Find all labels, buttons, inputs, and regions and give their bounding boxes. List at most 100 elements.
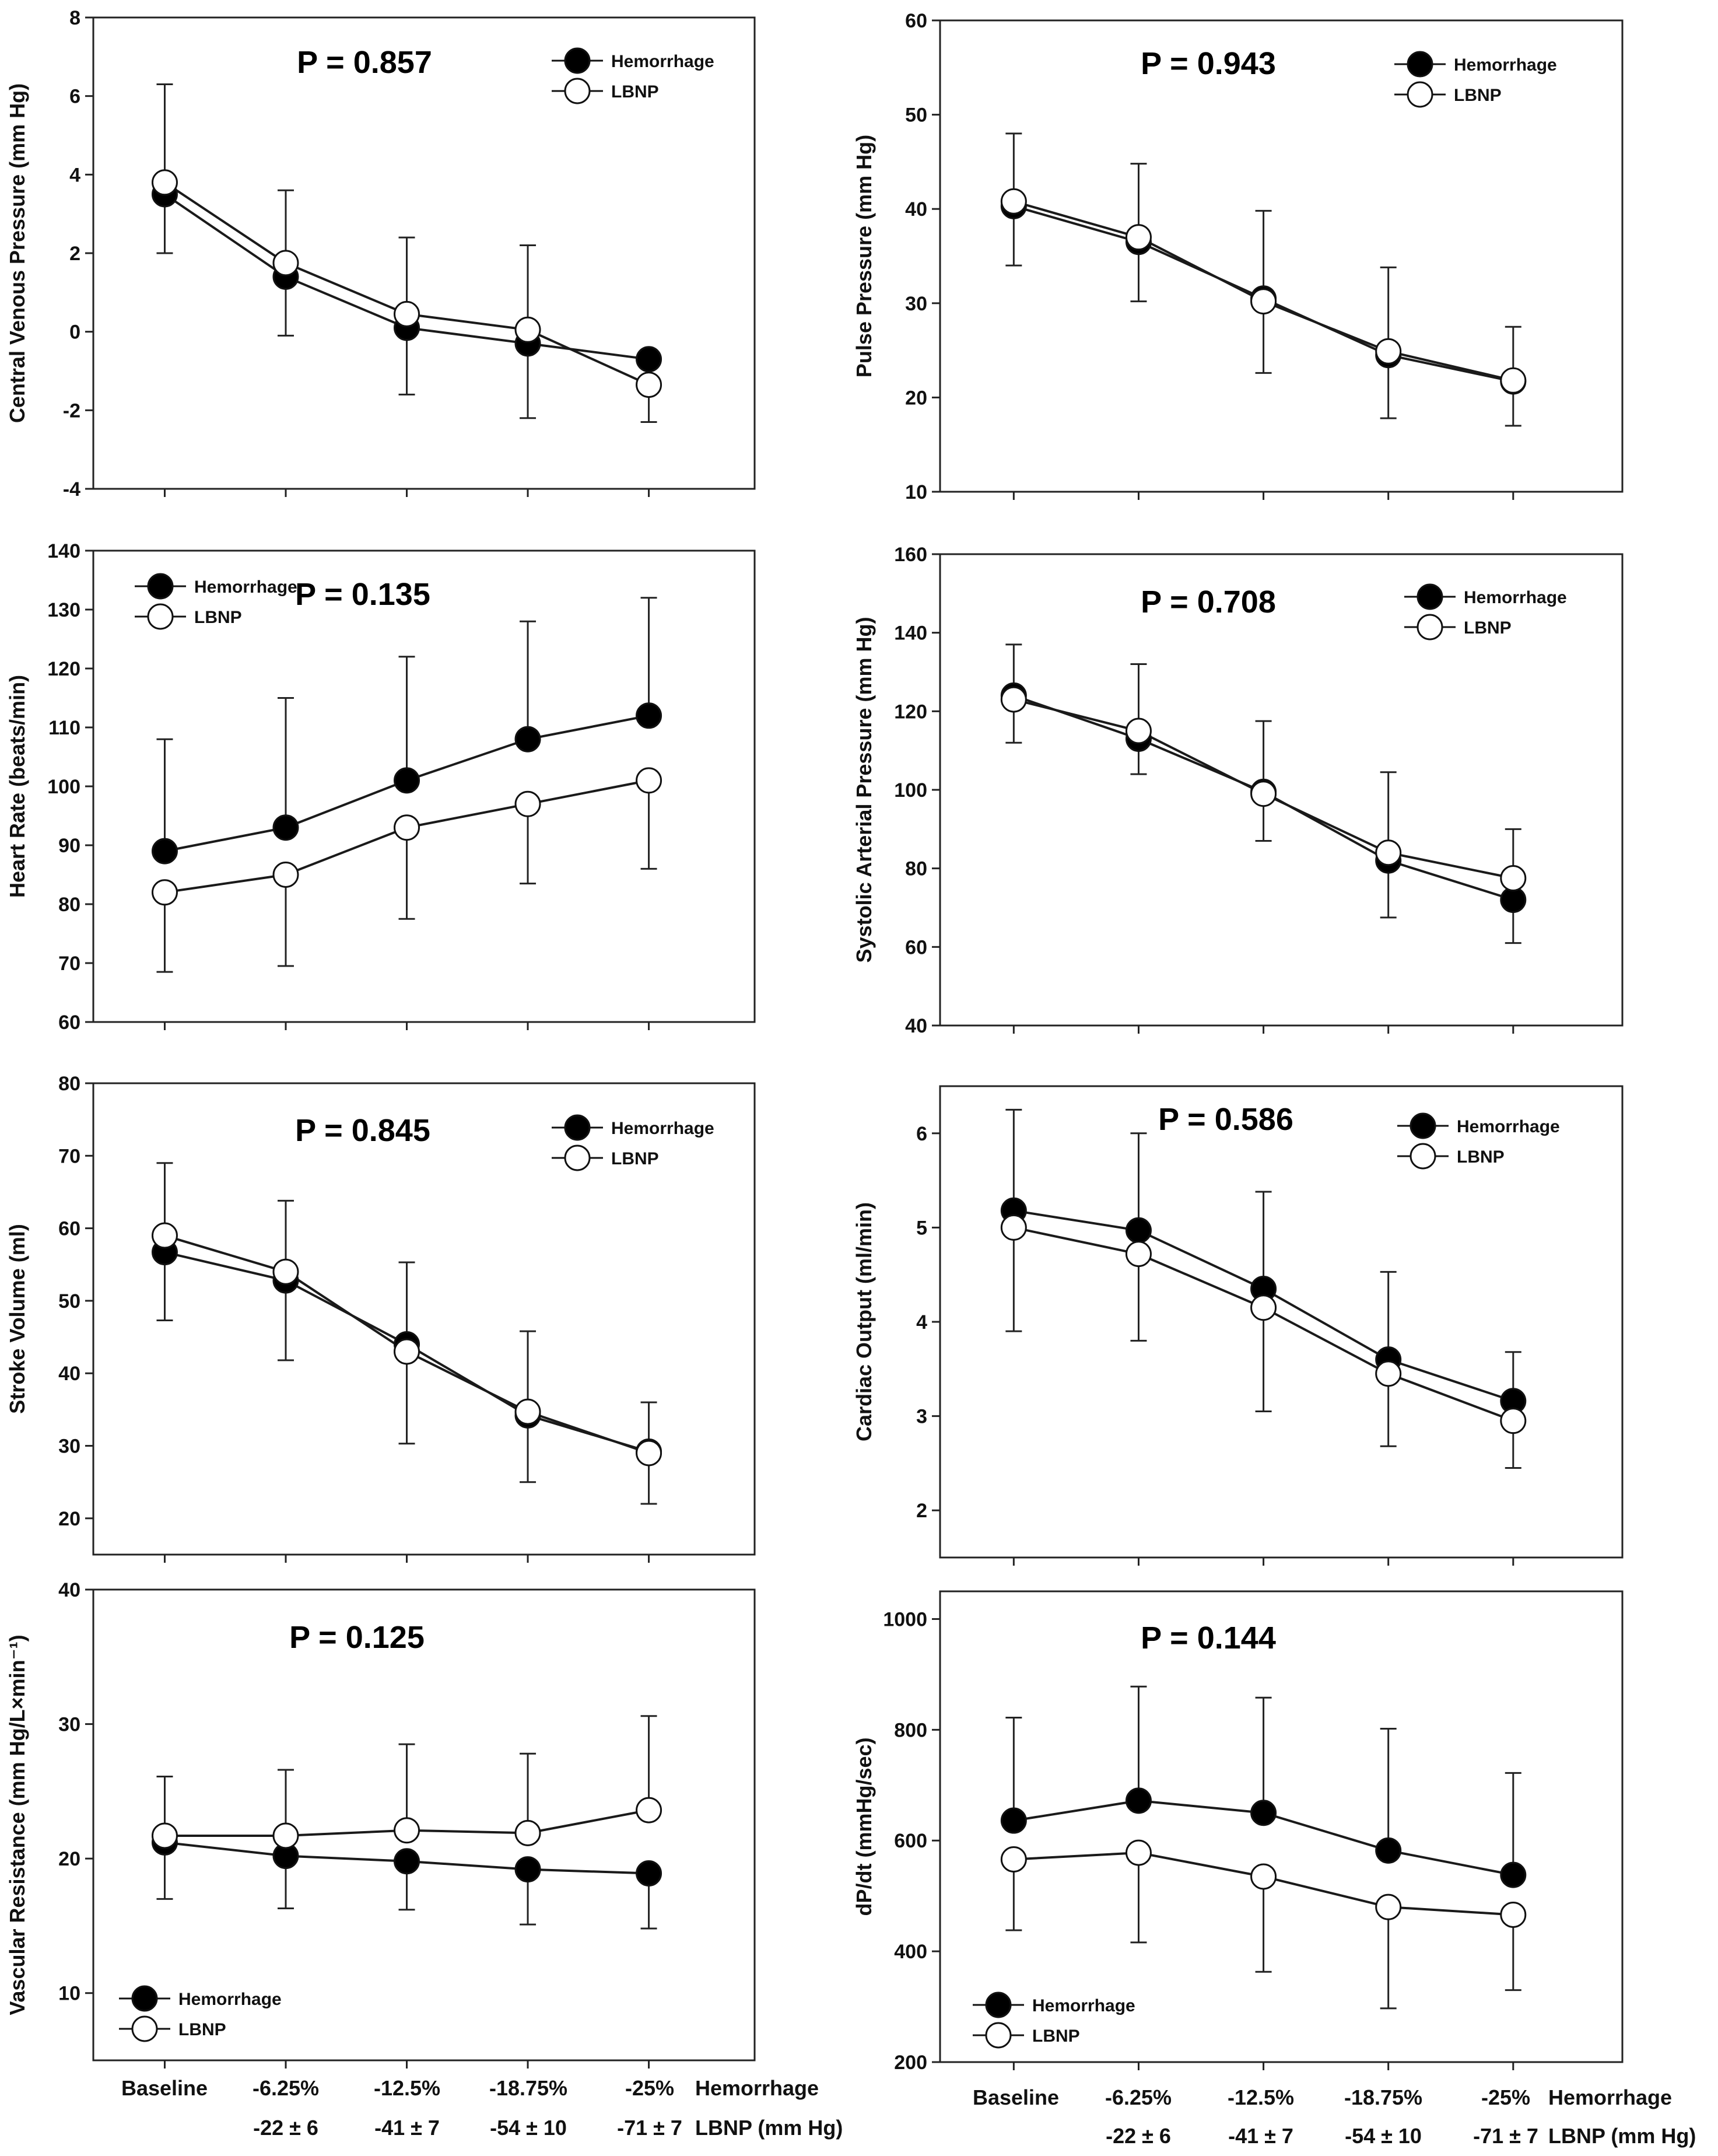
p-value-label: P = 0.125 [289,1620,425,1655]
x-title-hemorrhage-right: Hemorrhage [1548,2085,1672,2109]
legend-marker [131,1985,158,2012]
data-point-lbnp [1250,1294,1277,1321]
data-point-lbnp [514,1398,541,1425]
y-tick-label: 600 [894,1830,927,1852]
legend: Hemorrhage LBNP [1404,583,1567,640]
y-tick-label: 20 [58,1848,80,1870]
data-point-lbnp [1125,1839,1152,1866]
y-tick-label: 110 [48,717,80,739]
legend-marker [147,603,174,630]
y-tick-label: 20 [905,387,927,409]
plot-frame [92,1588,756,2062]
data-point-lbnp [514,316,541,343]
y-tick-label: 3 [916,1406,927,1428]
x-label-lbnp-54-left: -54 ± 10 [490,2116,567,2140]
x-label-lbnp-22-left: -22 ± 6 [253,2116,318,2140]
data-point-lbnp [394,300,420,327]
legend-marker [1417,583,1443,610]
x-title-lbnp-left: LBNP (mm Hg) [695,2116,843,2140]
x-label-lbnp-71-right: -71 ± 7 [1473,2124,1538,2148]
chart-panel-4: 40 60 80 100 120 140 160 Systolic Arterial Pres… [852,544,1624,1037]
y-tick-label: 4 [69,164,80,186]
legend-marker [564,1114,591,1141]
legend-label: Hemorrhage [1454,55,1557,75]
y-tick-label: 70 [58,953,80,975]
data-point-lbnp [636,1797,662,1824]
data-point-lbnp [394,1817,420,1844]
y-tick-label: 20 [58,1508,80,1530]
data-point-hemorrhage [514,1856,541,1883]
x-axis-labels-right: Baseline -6.25% -12.5% -18.75% -25% Hemo… [973,2085,1696,2148]
y-tick-label: 60 [905,936,927,958]
legend-label: LBNP [611,82,659,102]
y-axis-label: Central Venous Pressure (mm Hg) [5,83,29,423]
y-axis-label: Systolic Arterial Pressure (mm Hg) [852,617,876,963]
data-point-lbnp [1000,1846,1027,1873]
y-tick-label: 60 [58,1012,80,1034]
legend-marker [1417,614,1443,640]
y-tick-label: 30 [58,1436,80,1458]
data-point-lbnp [1000,686,1027,713]
data-point-lbnp [1500,1408,1527,1434]
data-point-lbnp [1125,224,1152,251]
y-tick-label: 2 [916,1500,927,1522]
x-title-hemorrhage-left: Hemorrhage [695,2076,819,2100]
y-tick-label: 140 [47,540,80,562]
chart-panel-7: 10 20 30 40 Vascular Resistance (mm Hg/L×min… [5,1579,756,2068]
data-point-lbnp [636,372,662,398]
legend-label: Hemorrhage [1032,1996,1135,2015]
data-point-hemorrhage [636,702,662,729]
y-tick-label: 40 [58,1579,80,1601]
x-label-6-25-right: -6.25% [1105,2085,1172,2109]
data-point-lbnp [272,1822,299,1849]
data-point-lbnp [1500,367,1527,394]
x-label-12-5-left: -12.5% [374,2076,440,2100]
data-point-lbnp [151,879,178,906]
x-axis-labels-left: Baseline -6.25% -12.5% -18.75% -25% Hemo… [121,2076,843,2140]
legend-marker [564,78,591,104]
chart-panel-1: -4 -2 0 2 4 6 8 Central Venous Pressure (mm Hg)… [5,7,756,501]
data-point-lbnp [1000,1214,1027,1241]
y-tick-label: 90 [58,835,80,857]
data-point-lbnp [151,1222,178,1249]
legend-marker [1410,1112,1436,1139]
x-title-lbnp-right: LBNP (mm Hg) [1548,2124,1696,2148]
y-tick-label: 120 [894,701,927,723]
data-point-hemorrhage [1375,1837,1402,1864]
x-label-18-75-right: -18.75% [1344,2085,1422,2109]
panels-group: -4 -2 0 2 4 6 8 Central Venous Pressure (mm Hg)… [5,7,1624,2074]
data-point-hemorrhage [514,726,541,752]
data-point-lbnp [1125,1241,1152,1268]
legend-label: LBNP [1457,1147,1505,1167]
legend-marker [1407,51,1433,78]
y-tick-label: 80 [58,894,80,916]
data-point-hemorrhage [1500,1861,1527,1888]
data-point-hemorrhage [1250,1800,1277,1826]
data-point-hemorrhage [636,1860,662,1887]
data-point-lbnp [1000,188,1027,215]
legend-label: Hemorrhage [178,1990,282,2009]
x-label-baseline-right: Baseline [973,2085,1059,2109]
chart-panel-6: 2 3 4 5 6 Cardiac Output (ml/min) P = 0.586 Hem… [852,1085,1624,1566]
x-label-25-right: -25% [1481,2085,1530,2109]
legend-marker [147,573,174,600]
y-tick-label: 30 [58,1714,80,1736]
y-tick-label: 60 [905,10,927,32]
data-point-lbnp [272,862,299,888]
y-tick-label: -2 [63,400,80,422]
plot-frame [939,1590,1624,2063]
legend-label: Hemorrhage [194,578,297,597]
y-tick-label: 70 [58,1145,80,1167]
p-value-label: P = 0.845 [295,1113,430,1148]
x-label-18-75-left: -18.75% [489,2076,567,2100]
y-axis-label: Cardiac Output (ml/min) [852,1202,876,1441]
y-tick-label: 4 [916,1311,927,1334]
y-tick-label: 1000 [883,1608,927,1630]
legend-marker [131,2015,158,2042]
y-tick-label: 50 [58,1290,80,1312]
legend-marker [985,1992,1012,2018]
y-tick-label: 60 [58,1218,80,1240]
y-axis-label: Pulse Pressure (mm Hg) [852,135,876,377]
legend-label: Hemorrhage [1457,1117,1560,1136]
